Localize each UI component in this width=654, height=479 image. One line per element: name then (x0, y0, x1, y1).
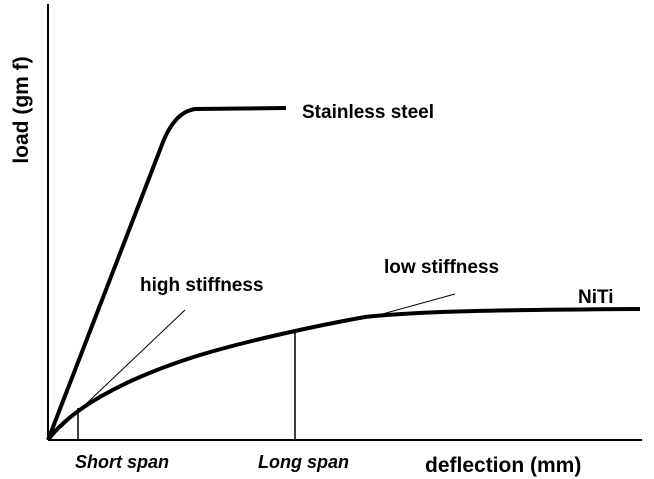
y-axis-label: load (gm f) (10, 56, 33, 163)
curve-label: NiTi (578, 287, 614, 308)
curve-label: Stainless steel (302, 102, 434, 123)
low-stiffness-tangent (367, 293, 456, 319)
annotation: Short span (75, 452, 169, 472)
annotation: high stiffness (140, 275, 264, 296)
annotation: low stiffness (384, 257, 499, 278)
annotation: Long span (258, 452, 349, 472)
high-stiffness-tangent (47, 309, 186, 441)
stainless-curve (46, 106, 287, 441)
x-axis-label: deflection (mm) (425, 454, 581, 477)
niti-curve (46, 307, 641, 442)
